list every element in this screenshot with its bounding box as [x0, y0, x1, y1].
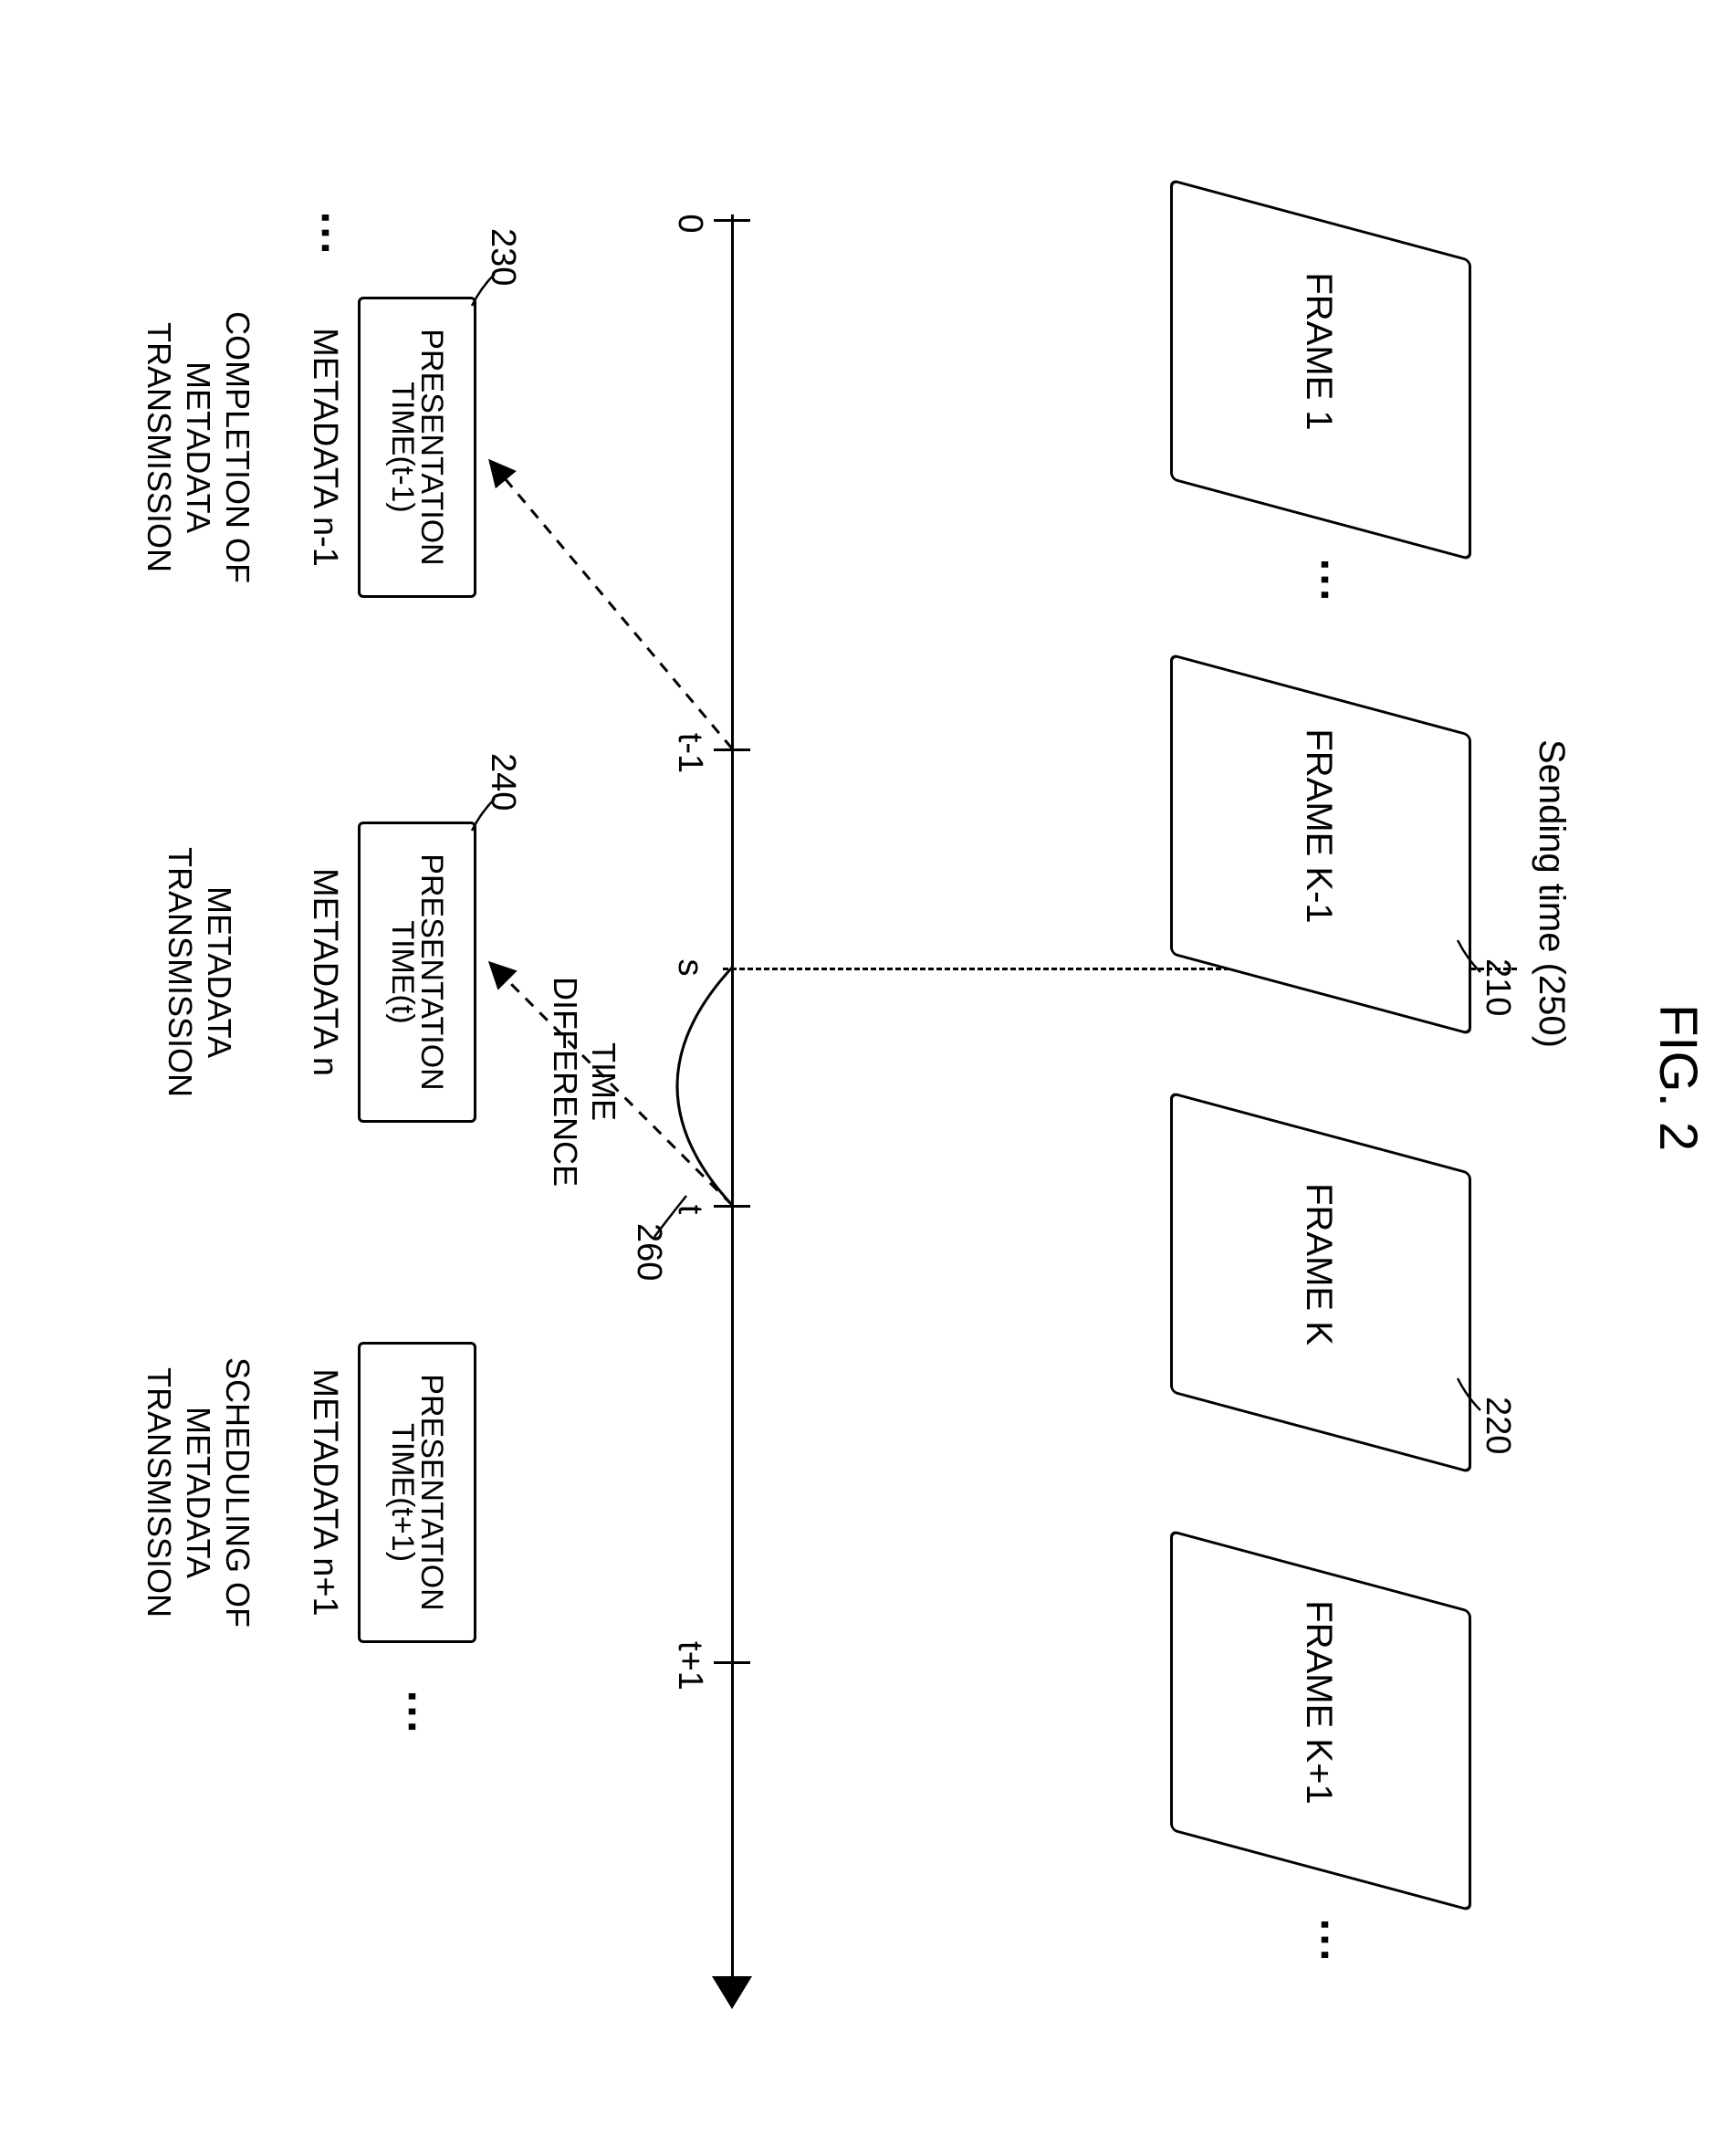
- figure-title: FIG. 2: [1647, 1004, 1709, 1151]
- tick-0-label: 0: [670, 201, 709, 246]
- metadata-3-line1: PRESENTATION: [417, 1348, 446, 1637]
- callout-210-leader: [1453, 940, 1480, 977]
- status-3-l3: TRANSMISSION: [139, 1328, 178, 1657]
- ellipsis-meta-left: ⋯: [300, 210, 353, 261]
- tick-0: [714, 219, 750, 222]
- tick-tp1: [714, 1661, 750, 1664]
- callout-220-leader: [1453, 1378, 1480, 1415]
- time-axis-arrow: [712, 1976, 752, 2013]
- status-3-l2: METADATA: [179, 1328, 218, 1657]
- callout-230-leader: [467, 274, 495, 310]
- ellipsis-frames-left: ⋯: [1300, 557, 1353, 608]
- metadata-2-label: METADATA n: [305, 822, 344, 1123]
- frame-k-plus-1-label: FRAME K+1: [1298, 1552, 1339, 1853]
- frame-k-label: FRAME K: [1298, 1114, 1339, 1415]
- status-2-l1: METADATA: [200, 808, 239, 1136]
- metadata-box-2: PRESENTATION TIME(t): [358, 822, 476, 1123]
- tick-tp1-label: t+1: [670, 1629, 709, 1702]
- metadata-2-line1: PRESENTATION: [417, 828, 446, 1116]
- callout-210: 210: [1478, 958, 1517, 1016]
- metadata-box-1: PRESENTATION TIME(t-1): [358, 297, 476, 598]
- metadata-2-line2: TIME(t): [388, 828, 417, 1116]
- sending-time-label: Sending time (250): [1531, 739, 1572, 1048]
- ellipsis-frames-right: ⋯: [1300, 1917, 1353, 1968]
- callout-220: 220: [1478, 1397, 1517, 1454]
- arrow-tm1-to-m1: [476, 447, 732, 758]
- ellipsis-meta-right: ⋯: [387, 1689, 440, 1740]
- status-3: SCHEDULING OF METADATA TRANSMISSION: [139, 1328, 257, 1657]
- status-1-l2: METADATA: [179, 283, 218, 612]
- status-2-l2: TRANSMISSION: [161, 808, 200, 1136]
- status-1-l3: TRANSMISSION: [139, 283, 178, 612]
- status-3-l1: SCHEDULING OF: [218, 1328, 257, 1657]
- metadata-1-line2: TIME(t-1): [388, 303, 417, 591]
- metadata-1-label: METADATA n-1: [305, 297, 344, 598]
- frame-k-1-label: FRAME K-1: [1298, 675, 1339, 977]
- status-1-l1: COMPLETION OF: [218, 283, 257, 612]
- metadata-3-line2: TIME(t+1): [388, 1348, 417, 1637]
- metadata-3-label: METADATA n+1: [305, 1342, 344, 1643]
- metadata-1-line1: PRESENTATION: [417, 303, 446, 591]
- frame-1-label: FRAME 1: [1298, 201, 1339, 502]
- status-1: COMPLETION OF METADATA TRANSMISSION: [139, 283, 257, 612]
- callout-240-leader: [467, 799, 495, 835]
- arrow-t-to-m2: [476, 949, 732, 1214]
- metadata-box-3: PRESENTATION TIME(t+1): [358, 1342, 476, 1643]
- status-2: METADATA TRANSMISSION: [161, 808, 239, 1136]
